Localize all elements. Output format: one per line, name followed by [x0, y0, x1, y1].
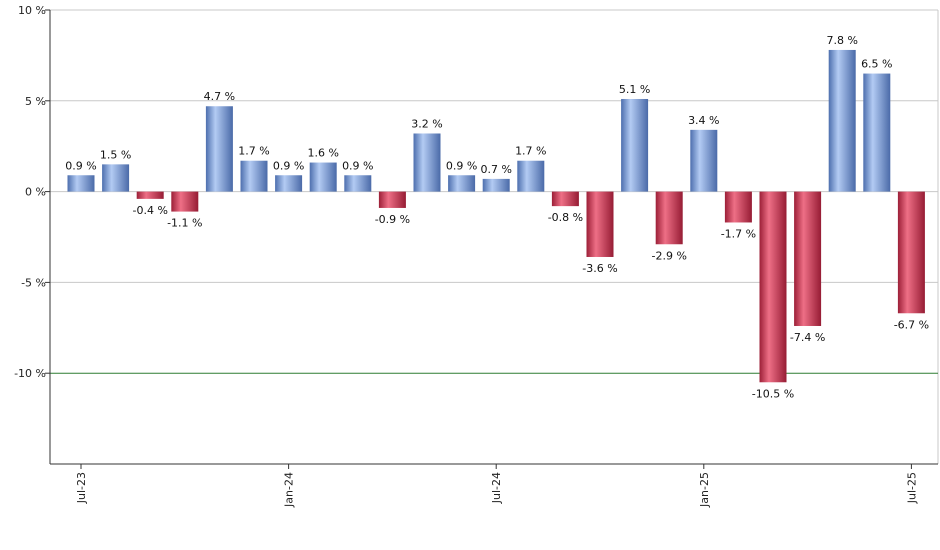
data-label: 5.1 % [619, 83, 650, 96]
data-label: -6.7 % [894, 318, 929, 331]
bar-negative [724, 191, 752, 223]
bar-positive [517, 160, 545, 192]
data-label: 7.8 % [826, 34, 857, 47]
bar-negative [655, 191, 683, 245]
axes [45, 9, 938, 469]
bar-negative [551, 191, 579, 207]
bar-positive [275, 175, 303, 192]
data-label: 1.7 % [238, 145, 269, 158]
data-label: -0.8 % [548, 211, 583, 224]
data-label: -7.4 % [790, 331, 825, 344]
data-label: -1.7 % [721, 227, 756, 240]
bar-negative [378, 191, 406, 208]
data-label: -3.6 % [582, 262, 617, 275]
bar-negative [759, 191, 787, 383]
bar-positive [690, 129, 718, 192]
bar-positive [67, 175, 95, 192]
bar-positive [482, 178, 510, 192]
bar-positive [621, 98, 649, 192]
data-label: 0.9 % [65, 159, 96, 172]
x-tick-label: Jul-25 [905, 472, 918, 504]
data-label: -0.9 % [375, 213, 410, 226]
data-label: 0.7 % [480, 163, 511, 176]
x-tick-label: Jul-24 [490, 472, 503, 504]
bar-negative [586, 191, 614, 257]
data-label: -10.5 % [752, 387, 794, 400]
data-label: 1.7 % [515, 145, 546, 158]
bar-positive [448, 175, 476, 192]
bar-positive [205, 106, 233, 192]
data-label: 3.4 % [688, 114, 719, 127]
y-tick-label: -10 % [14, 367, 46, 380]
bar-positive [413, 133, 441, 192]
y-tick-label: 10 % [18, 4, 46, 17]
x-tick-label: Jan-25 [698, 472, 711, 508]
data-labels: 0.9 %1.5 %-0.4 %-1.1 %4.7 %1.7 %0.9 %1.6… [65, 34, 929, 400]
data-label: -2.9 % [651, 249, 686, 262]
bar-negative [171, 191, 199, 212]
bar-positive [102, 164, 130, 192]
y-tick-label: 0 % [25, 186, 46, 199]
data-label: 4.7 % [204, 90, 235, 103]
bar-positive [309, 162, 337, 192]
data-label: 0.9 % [446, 159, 477, 172]
data-label: 1.5 % [100, 148, 131, 161]
data-label: -0.4 % [132, 204, 167, 217]
data-label: 0.9 % [342, 159, 373, 172]
bar-positive [344, 175, 372, 192]
data-label: 6.5 % [861, 58, 892, 71]
data-label: 1.6 % [307, 147, 338, 160]
bar-positive [240, 160, 268, 192]
y-tick-labels: 10 % 5 % 0 % -5 % -10 % [14, 4, 46, 380]
data-label: 0.9 % [273, 159, 304, 172]
y-tick-label: 5 % [25, 95, 46, 108]
bar-positive [828, 49, 856, 192]
x-tick-label: Jul-23 [75, 472, 88, 504]
bars [67, 49, 925, 383]
bar-negative [897, 191, 925, 314]
y-tick-label: -5 % [21, 276, 46, 289]
data-label: 3.2 % [411, 117, 442, 130]
bar-positive [863, 73, 891, 192]
x-tick-labels: Jul-23 Jan-24 Jul-24 Jan-25 Jul-25 [75, 472, 918, 508]
data-label: -1.1 % [167, 217, 202, 230]
x-tick-label: Jan-24 [283, 472, 296, 508]
bar-negative [136, 191, 164, 199]
bar-negative [794, 191, 822, 326]
